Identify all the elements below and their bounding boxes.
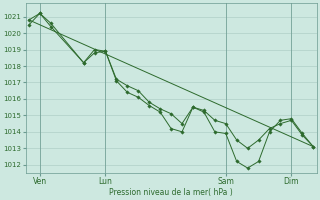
X-axis label: Pression niveau de la mer( hPa ): Pression niveau de la mer( hPa ) (109, 188, 233, 197)
